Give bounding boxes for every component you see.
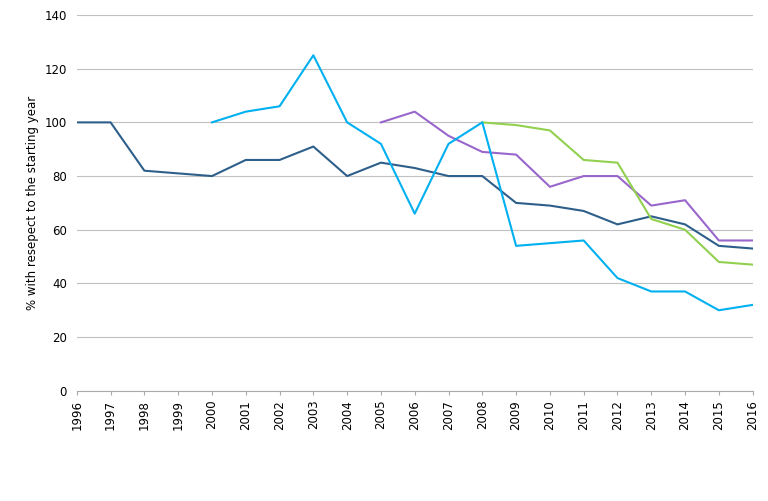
PM10 xyxy=(478,173,487,179)
B(a)P xyxy=(579,237,588,243)
PM2,5 xyxy=(613,173,622,179)
B(a)P xyxy=(376,141,386,147)
PM10 xyxy=(72,119,81,125)
PM10 xyxy=(545,202,554,208)
PM2,5 xyxy=(579,173,588,179)
PM10 xyxy=(140,168,149,174)
PM10 xyxy=(343,173,352,179)
Line: black carbon: black carbon xyxy=(482,122,753,265)
PM2,5 xyxy=(647,202,656,208)
PM10 xyxy=(275,157,284,163)
PM2,5 xyxy=(511,152,521,158)
B(a)P xyxy=(343,119,352,125)
B(a)P xyxy=(647,289,656,295)
PM10 xyxy=(511,200,521,206)
PM2,5 xyxy=(748,237,757,243)
PM10 xyxy=(680,221,690,227)
B(a)P xyxy=(444,141,453,147)
B(a)P xyxy=(241,109,250,115)
Y-axis label: % with resepect to the starting year: % with resepect to the starting year xyxy=(26,96,39,310)
B(a)P xyxy=(714,307,723,313)
black carbon xyxy=(748,262,757,268)
B(a)P xyxy=(478,119,487,125)
Line: B(a)P: B(a)P xyxy=(212,55,753,310)
PM2,5 xyxy=(478,149,487,155)
PM2,5 xyxy=(714,237,723,243)
B(a)P xyxy=(410,210,419,216)
B(a)P xyxy=(275,103,284,109)
PM10 xyxy=(309,144,318,150)
Line: PM10: PM10 xyxy=(77,122,753,248)
PM10 xyxy=(579,208,588,214)
black carbon xyxy=(613,160,622,166)
B(a)P xyxy=(545,240,554,246)
black carbon xyxy=(545,127,554,133)
PM2,5 xyxy=(680,197,690,203)
PM10 xyxy=(714,243,723,249)
black carbon xyxy=(714,259,723,265)
PM10 xyxy=(748,245,757,252)
black carbon xyxy=(478,119,487,125)
black carbon xyxy=(579,157,588,163)
PM2,5 xyxy=(545,184,554,190)
B(a)P xyxy=(309,52,318,58)
PM10 xyxy=(106,119,115,125)
B(a)P xyxy=(748,302,757,308)
B(a)P xyxy=(680,289,690,295)
PM10 xyxy=(174,170,183,176)
PM10 xyxy=(410,165,419,171)
PM2,5 xyxy=(376,119,386,125)
PM2,5 xyxy=(410,109,419,115)
B(a)P xyxy=(207,119,217,125)
Line: PM2,5: PM2,5 xyxy=(381,112,753,240)
black carbon xyxy=(511,122,521,128)
PM10 xyxy=(444,173,453,179)
PM10 xyxy=(647,213,656,219)
PM10 xyxy=(376,160,386,166)
black carbon xyxy=(680,227,690,233)
PM2,5 xyxy=(444,133,453,139)
black carbon xyxy=(647,216,656,222)
PM10 xyxy=(207,173,217,179)
PM10 xyxy=(613,221,622,227)
PM10 xyxy=(241,157,250,163)
B(a)P xyxy=(613,275,622,281)
B(a)P xyxy=(511,243,521,249)
